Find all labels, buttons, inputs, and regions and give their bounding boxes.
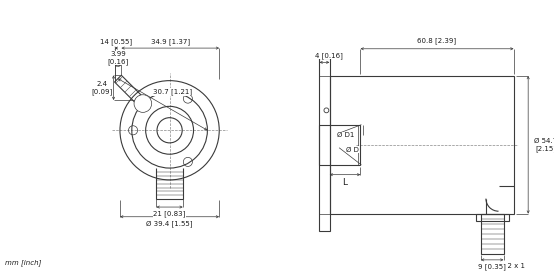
Text: 3.99
[0.16]: 3.99 [0.16] (107, 51, 129, 65)
Text: Ø D: Ø D (346, 147, 359, 153)
Circle shape (324, 108, 329, 113)
Text: 30.7 [1.21]: 30.7 [1.21] (153, 88, 192, 95)
Text: mm [inch]: mm [inch] (5, 259, 41, 266)
Bar (320, 125, 361, 165)
Text: L: L (342, 178, 347, 187)
Text: 60.8 [2.39]: 60.8 [2.39] (418, 38, 456, 44)
Text: 14 [0.55]: 14 [0.55] (100, 38, 132, 45)
Circle shape (134, 95, 152, 112)
Text: Ø 39.4 [1.55]: Ø 39.4 [1.55] (146, 220, 193, 227)
Text: M12 x 1: M12 x 1 (497, 263, 525, 269)
Text: 34.9 [1.37]: 34.9 [1.37] (151, 38, 190, 45)
Bar (320, 58, 330, 231)
Text: 9 [0.35]: 9 [0.35] (478, 263, 506, 270)
Text: 4 [0.16]: 4 [0.16] (315, 52, 343, 59)
Bar (330, 76, 514, 214)
Bar (481, 214, 504, 254)
Text: Ø D1: Ø D1 (337, 132, 355, 138)
Text: 2.4
[0.09]: 2.4 [0.09] (91, 81, 112, 95)
Text: Ø 54.7
[2.15]: Ø 54.7 [2.15] (534, 138, 554, 152)
Bar (476, 214, 509, 221)
Text: 21 [0.83]: 21 [0.83] (153, 210, 186, 217)
